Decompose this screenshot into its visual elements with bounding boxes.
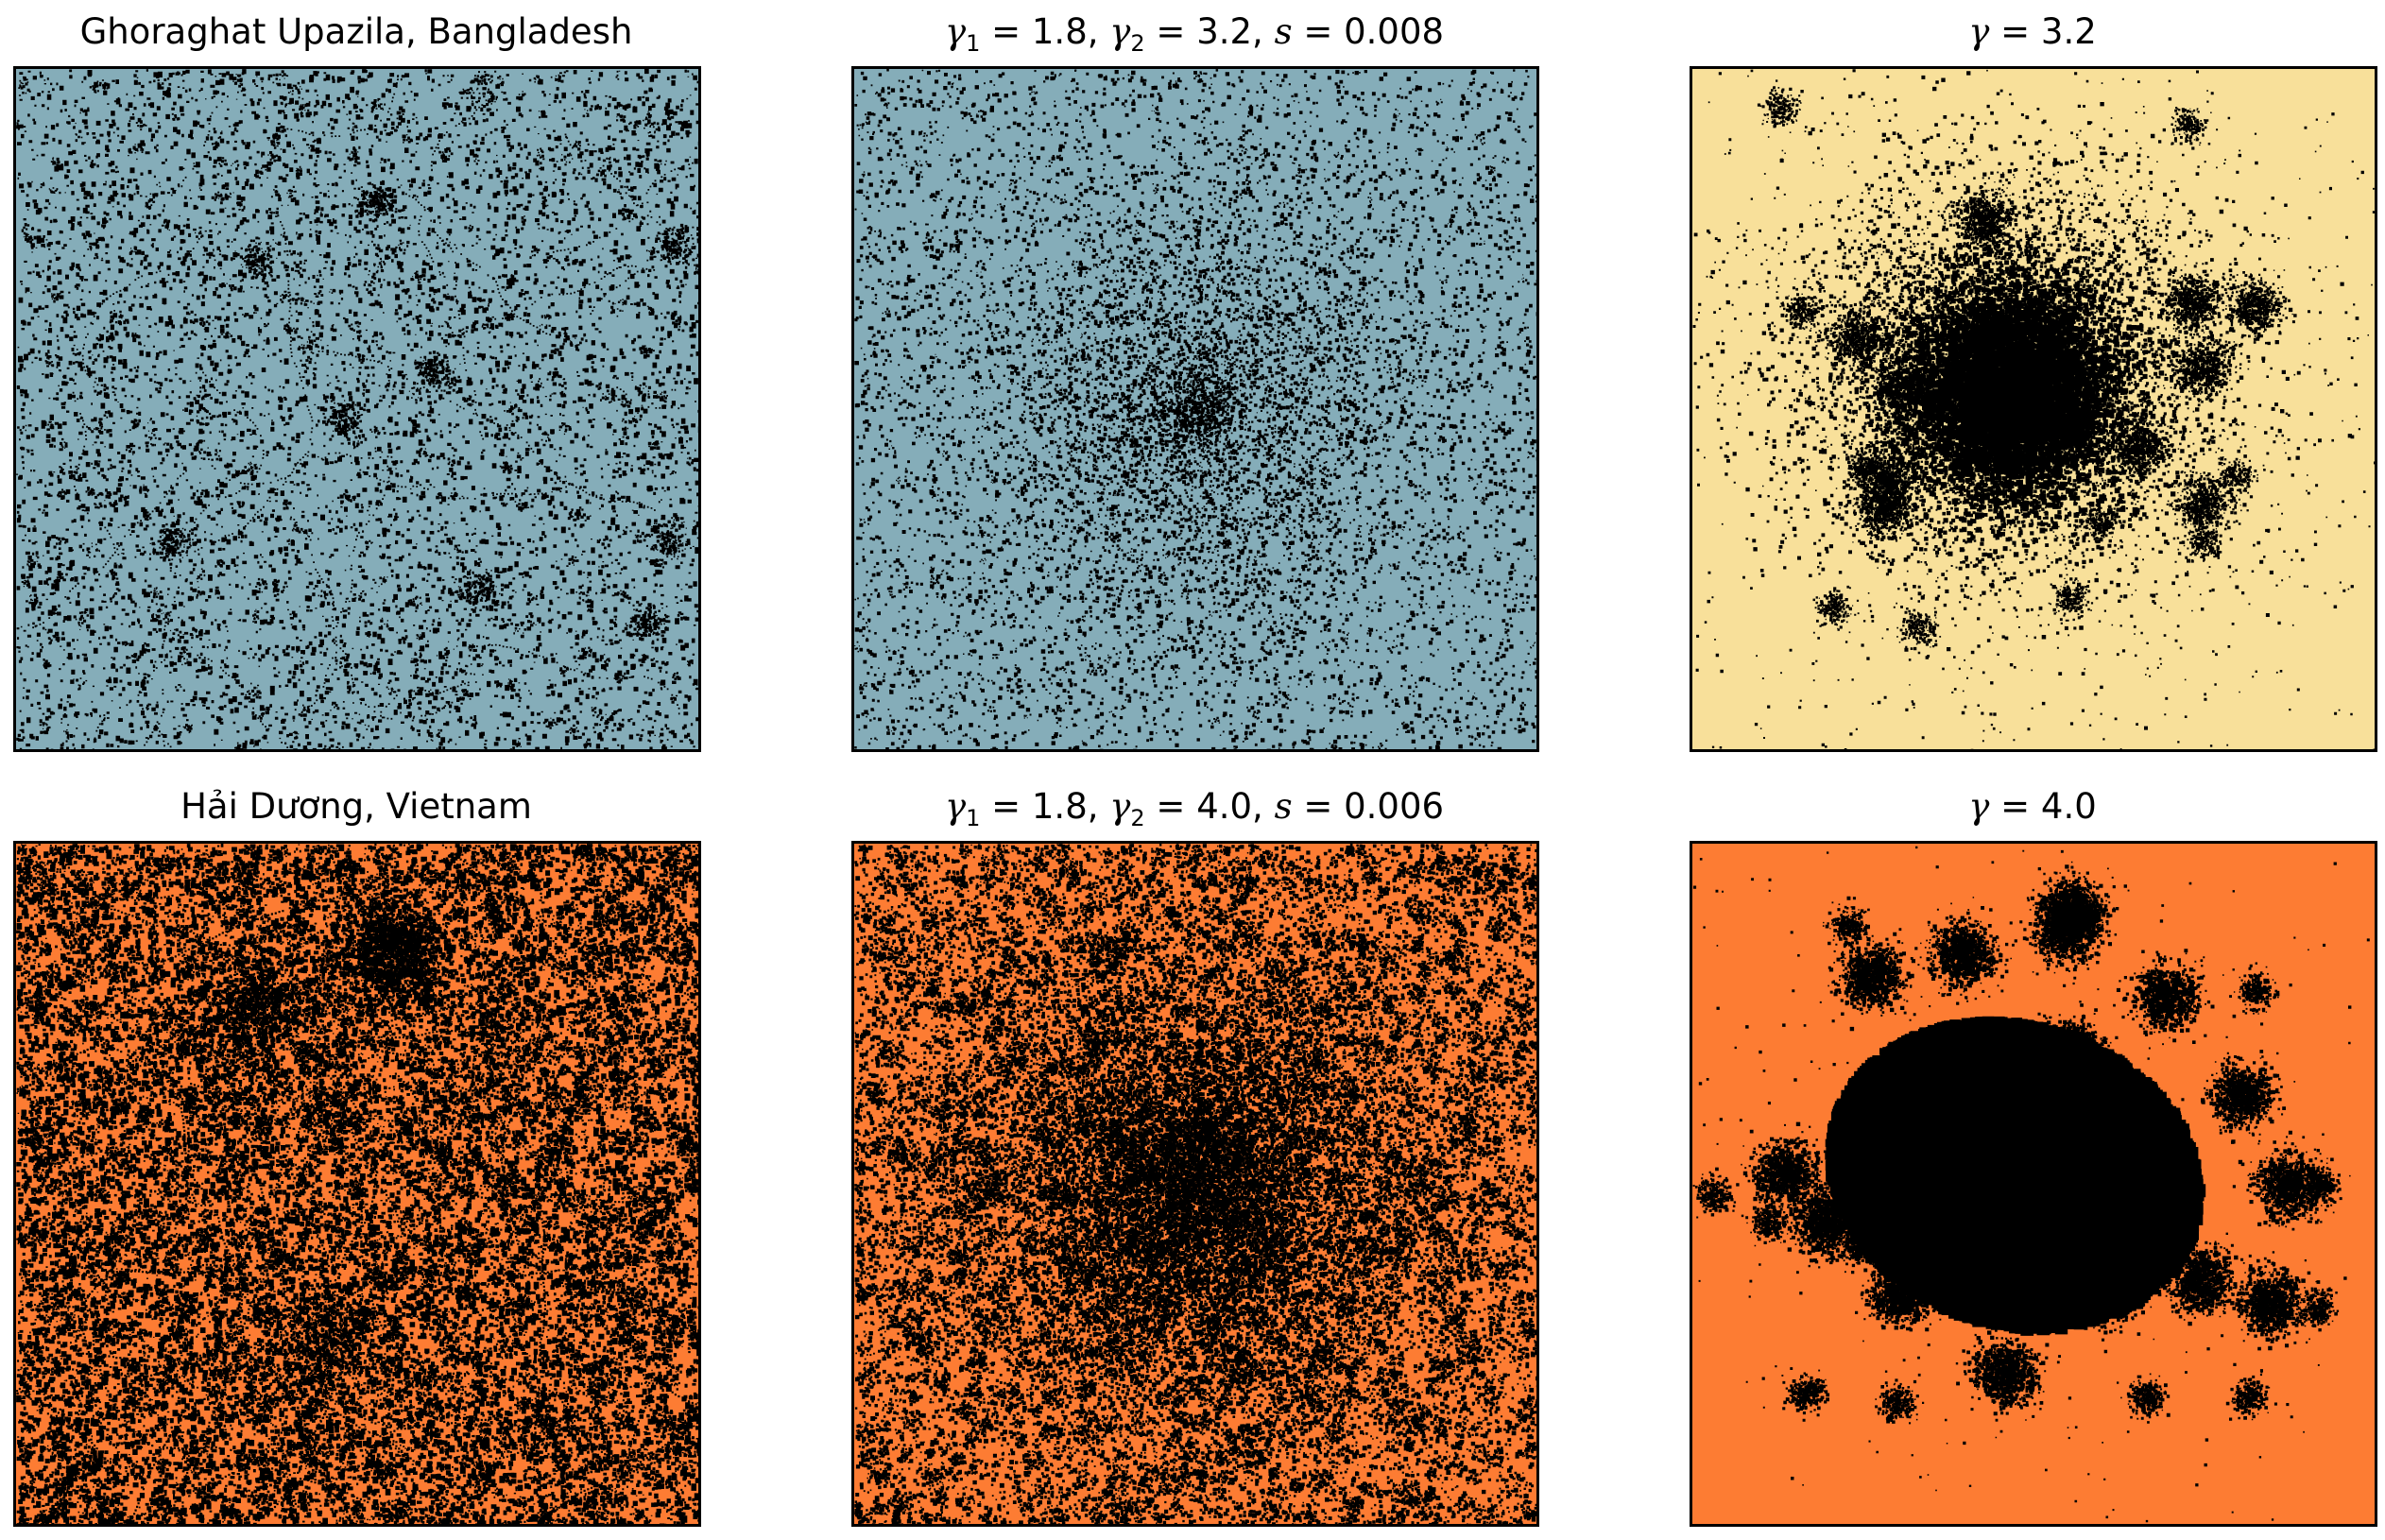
gamma-symbol: γ (945, 786, 966, 827)
model-panel-dense (851, 841, 1539, 1527)
gamma-symbol: γ (1109, 786, 1130, 827)
gamma-symbol: γ (1968, 786, 1989, 827)
map-panel-ghoraghat (13, 66, 701, 752)
gamma-symbol: γ (945, 11, 966, 52)
panel-title-hai-duong: Hải Dương, Vietnam (13, 786, 699, 828)
map-panel-hai-duong (13, 841, 701, 1527)
gamma-symbol: γ (1109, 11, 1130, 52)
panel-title-model-gamma-4-0: γ1 = 1.8, γ2 = 4.0, s = 0.006 (851, 786, 1537, 828)
panel-title-gamma-3-2: γ = 3.2 (1690, 11, 2376, 53)
cluster-panel-gamma-4-0 (1690, 841, 2377, 1527)
panel-title-ghoraghat: Ghoraghat Upazila, Bangladesh (13, 11, 699, 53)
cluster-panel-gamma-3-2 (1690, 66, 2377, 752)
model-panel-sparse (851, 66, 1539, 752)
panel-title-model-gamma-3-2: γ1 = 1.8, γ2 = 3.2, s = 0.008 (851, 11, 1537, 53)
gamma-symbol: γ (1968, 11, 1989, 52)
panel-title-gamma-4-0: γ = 4.0 (1690, 786, 2376, 828)
